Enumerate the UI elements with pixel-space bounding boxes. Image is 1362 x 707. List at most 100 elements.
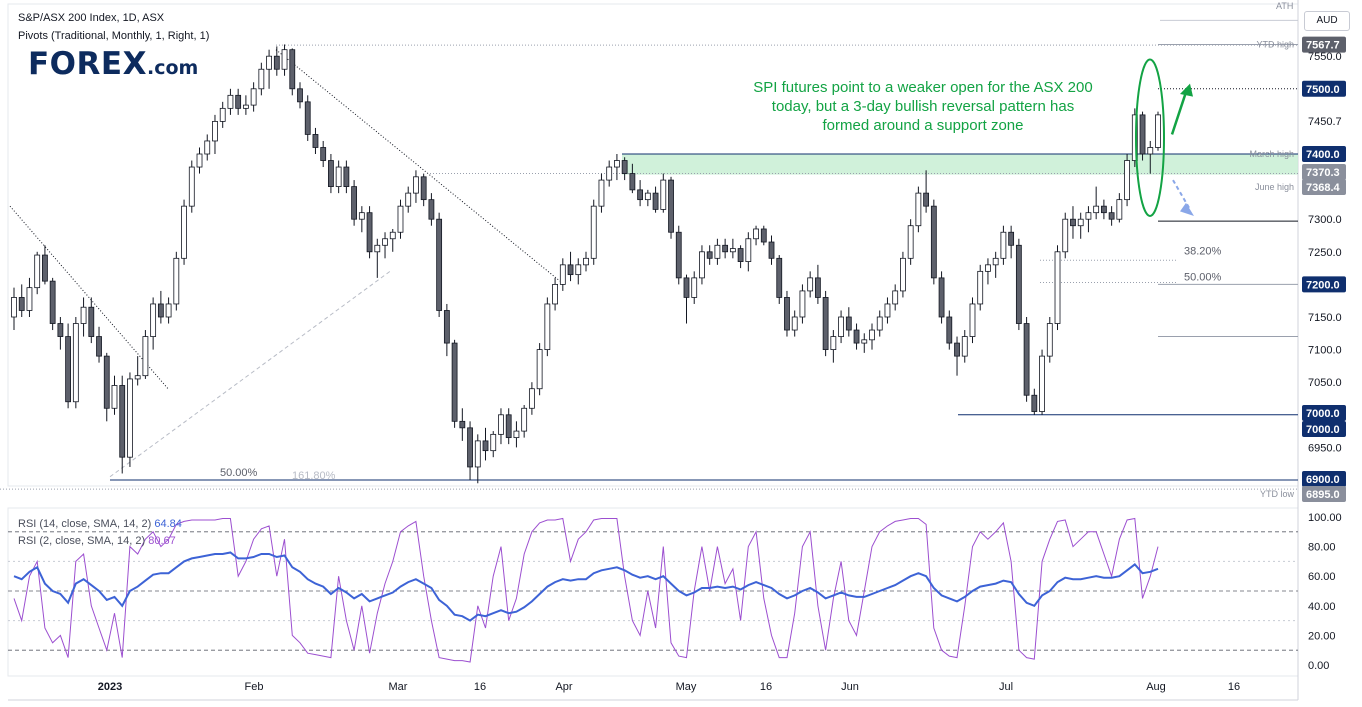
candle-body <box>96 336 102 357</box>
candle-body <box>521 407 528 432</box>
candle-body <box>1000 231 1007 259</box>
downtrend-line <box>275 49 561 282</box>
price-label-text: 7567.7 <box>1306 40 1340 52</box>
price-label-text: 7368.4 <box>1306 182 1341 194</box>
candle-body <box>830 336 837 350</box>
candle-body <box>992 257 999 266</box>
rsi14-legend[interactable]: RSI (14, close, SMA, 14, 2) 64.84 <box>18 518 182 530</box>
candle-body <box>235 94 242 109</box>
candle-body <box>328 160 334 188</box>
bullish-arrow-head <box>1180 83 1193 97</box>
rsi-tick-label: 100.00 <box>1308 512 1342 524</box>
rsi2-legend[interactable]: RSI (2, close, SMA, 14, 2) 80.67 <box>18 535 176 547</box>
fib-label-161: 161.80% <box>292 470 336 482</box>
candle-body <box>1015 244 1022 324</box>
candle-body <box>954 342 960 357</box>
candle-body <box>644 192 651 201</box>
candle-body <box>814 277 821 298</box>
candle-body <box>544 303 551 350</box>
candle-body <box>397 205 404 233</box>
candle-body <box>946 316 953 344</box>
rsi-pane <box>7 507 1299 677</box>
candle-body <box>467 427 473 468</box>
forex-logo: FOREX.com <box>28 46 198 82</box>
candle-body <box>42 254 48 282</box>
early-downtrend-line <box>9 205 169 390</box>
candle-body <box>861 339 868 344</box>
price-pane <box>7 3 1299 487</box>
candle-body <box>575 264 582 276</box>
candle-body <box>420 176 427 201</box>
candle-body <box>258 68 265 90</box>
logo-domain: .com <box>146 57 199 79</box>
time-axis-label: Jul <box>999 681 1013 693</box>
candle-body <box>150 303 157 337</box>
candle-body <box>57 323 64 337</box>
rsi14-legend-label: RSI (14, close, SMA, 14, 2) <box>18 518 152 530</box>
candle-body <box>266 55 272 70</box>
price-label-box <box>1302 421 1346 437</box>
candle-body <box>753 228 759 240</box>
candle-body <box>304 101 311 135</box>
candle-body <box>127 378 133 458</box>
candle-body <box>930 205 937 279</box>
candle-body <box>157 303 164 318</box>
candle-body <box>351 186 358 220</box>
time-axis-label: 16 <box>1228 681 1240 693</box>
time-axis-label: Jun <box>841 681 859 693</box>
rsi14-line <box>13 551 1159 622</box>
candle-body <box>212 121 218 142</box>
rsi-tick-label: 40.00 <box>1308 601 1336 613</box>
candle-body <box>1131 114 1138 161</box>
candle-body <box>320 147 327 161</box>
price-tick-label: 7050.0 <box>1308 377 1342 389</box>
rsi14-legend-value: 64.84 <box>154 518 182 530</box>
candle-body <box>34 254 41 289</box>
candle-body <box>134 375 141 380</box>
candle-body <box>273 55 280 70</box>
candle-body <box>1124 160 1130 201</box>
candle-body <box>567 264 574 276</box>
candle-body <box>807 277 814 292</box>
time-axis-label: Feb <box>245 681 264 693</box>
candle-body <box>668 179 674 233</box>
candle-body <box>505 414 512 439</box>
fib-label-38: 38.20% <box>1184 245 1222 257</box>
pivots-indicator-label[interactable]: Pivots (Traditional, Monthly, 1, Right, … <box>18 30 210 42</box>
candle-body <box>845 316 852 331</box>
candle-body <box>745 238 752 262</box>
candle-body <box>498 414 504 435</box>
candle-body <box>706 251 713 259</box>
rsi2-line <box>13 517 1159 663</box>
candle-body <box>204 140 211 155</box>
candle-body <box>528 388 535 409</box>
candle-body <box>722 244 729 253</box>
candle-body <box>637 189 644 201</box>
price-label-box <box>1302 276 1346 293</box>
candle-body <box>822 297 829 351</box>
candle-body <box>18 297 25 311</box>
price-tick-label: 7100.0 <box>1308 345 1342 357</box>
candle-body <box>552 283 558 305</box>
candle-body <box>760 228 767 243</box>
candle-body <box>784 297 790 331</box>
candle-body <box>1108 212 1115 220</box>
time-axis-label: Apr <box>555 681 572 693</box>
candle-body <box>382 238 388 246</box>
candle-body <box>621 160 628 174</box>
candle-body <box>985 264 991 272</box>
currency-button[interactable]: AUD <box>1304 11 1350 31</box>
candle-body <box>729 248 736 253</box>
candle-body <box>335 166 342 187</box>
support-zone <box>622 154 1298 175</box>
rsi-tick-label: 60.00 <box>1308 571 1336 583</box>
candle-body <box>969 303 976 337</box>
price-label-text: 7400.0 <box>1306 149 1340 161</box>
price-label-box <box>1302 486 1346 502</box>
candle-body <box>1039 355 1045 412</box>
price-tick-label: 7450.7 <box>1308 116 1342 128</box>
candle-body <box>173 257 180 305</box>
candle-body <box>892 290 899 305</box>
candle-body <box>188 166 195 207</box>
